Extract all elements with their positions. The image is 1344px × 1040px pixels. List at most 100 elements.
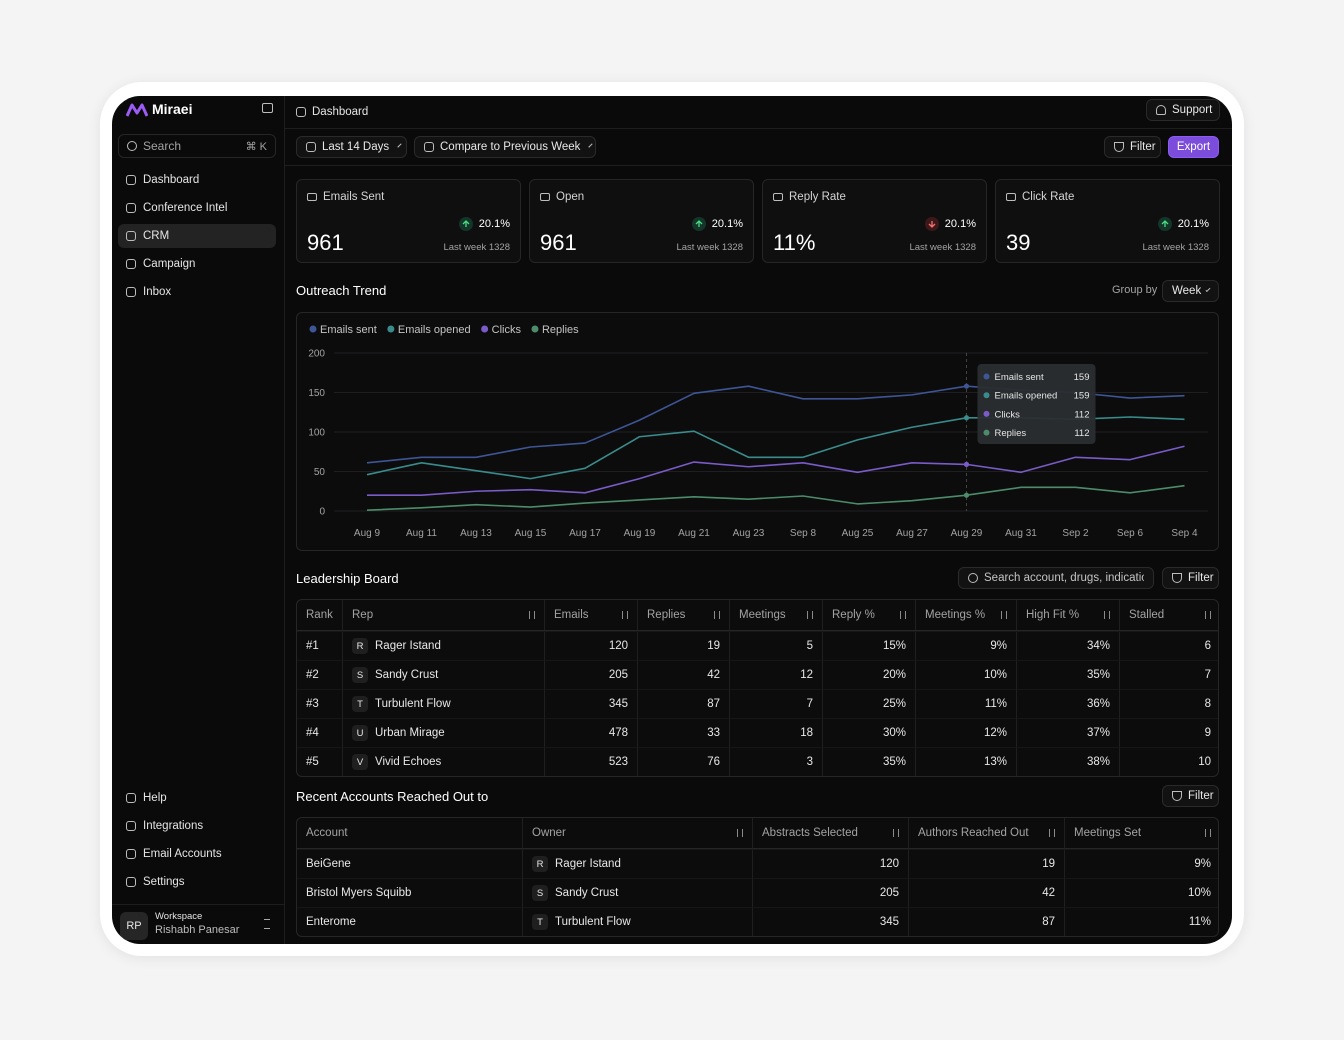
- date-range-button[interactable]: Last 14 Days: [296, 136, 407, 158]
- cell-text: 120: [880, 858, 899, 870]
- workspace-switcher[interactable]: RPWorkspaceRishabh Panesar: [118, 910, 276, 940]
- chevron: [264, 919, 270, 929]
- nav-item[interactable]: Help: [118, 786, 276, 810]
- table-cell: 7: [1119, 660, 1219, 689]
- nav-label: Conference Intel: [143, 202, 227, 214]
- table-cell: VVivid Echoes: [342, 747, 544, 776]
- filter-button[interactable]: Filter: [1104, 136, 1161, 158]
- column-header[interactable]: High Fit %: [1016, 600, 1119, 631]
- sort-icon: [1205, 611, 1211, 619]
- table-row[interactable]: #1RRager Istand12019515%9%34%6: [297, 631, 1219, 660]
- stat-label: Click Rate: [1022, 191, 1074, 203]
- column-header[interactable]: Meetings %: [915, 600, 1016, 631]
- table-cell: 42: [637, 660, 729, 689]
- column-header[interactable]: Stalled: [1119, 600, 1219, 631]
- table-row[interactable]: EnteromeTTurbulent Flow3458711%: [297, 907, 1219, 936]
- table-row[interactable]: #3TTurbulent Flow34587725%11%36%8: [297, 689, 1219, 718]
- icon: [126, 231, 136, 241]
- cell-text: #5: [306, 756, 319, 768]
- x-tick-label: Aug 25: [842, 528, 874, 539]
- column-header[interactable]: Reply %: [822, 600, 915, 631]
- cell-text: 11%: [985, 698, 1007, 710]
- search-box[interactable]: Search⌘ K: [118, 134, 276, 158]
- table-cell: 13%: [915, 747, 1016, 776]
- stat-label: Open: [556, 191, 584, 203]
- column-header[interactable]: Owner: [522, 818, 752, 849]
- arrow-path: [696, 221, 702, 227]
- header-label: Abstracts Selected: [762, 827, 858, 839]
- table-cell: 11%: [1064, 907, 1219, 936]
- column-header[interactable]: Replies: [637, 600, 729, 631]
- cell-text: 19: [707, 640, 720, 652]
- table: AccountOwnerAbstracts SelectedAuthors Re…: [296, 817, 1219, 937]
- table-row[interactable]: Bristol Myers SquibbSSandy Crust2054210%: [297, 878, 1219, 907]
- table-cell: 15%: [822, 631, 915, 660]
- table-cell: RRager Istand: [522, 849, 752, 878]
- column-header[interactable]: Abstracts Selected: [752, 818, 908, 849]
- cell-text: 10%: [1188, 887, 1211, 899]
- table-cell: TTurbulent Flow: [342, 689, 544, 718]
- tooltip-value: 159: [1074, 372, 1090, 383]
- chart-panel: 050100150200Aug 9Aug 11Aug 13Aug 15Aug 1…: [296, 312, 1219, 551]
- icon: [968, 573, 978, 583]
- nav-item[interactable]: Conference Intel: [118, 196, 276, 220]
- table-row[interactable]: BeiGeneRRager Istand120199%: [297, 849, 1219, 878]
- column-header[interactable]: Meetings Set: [1064, 818, 1219, 849]
- table-search[interactable]: Search account, drugs, indication...: [958, 567, 1154, 589]
- stat-change-value: 20.1%: [945, 218, 976, 230]
- nav-item[interactable]: Inbox: [118, 280, 276, 304]
- chevron: [398, 143, 402, 147]
- cell-text: 15%: [883, 640, 906, 652]
- arrow-glyph: [462, 220, 470, 228]
- stat-label: Emails Sent: [323, 191, 384, 203]
- cell-text: 3: [807, 756, 813, 768]
- filter-button[interactable]: Filter: [1162, 567, 1219, 589]
- nav-item[interactable]: Email Accounts: [118, 842, 276, 866]
- table-cell: 87: [908, 907, 1064, 936]
- column-header[interactable]: Rep: [342, 600, 544, 631]
- table-cell: 18: [729, 718, 822, 747]
- table-cell: Enterome: [297, 907, 522, 936]
- filter-label: Filter: [1188, 790, 1214, 802]
- hover-point: [964, 462, 969, 467]
- nav-item[interactable]: Settings: [118, 870, 276, 894]
- support-button[interactable]: Support: [1146, 99, 1220, 121]
- table-cell: #5: [297, 747, 342, 776]
- stat-change-value: 20.1%: [479, 218, 510, 230]
- person-name: Turbulent Flow: [555, 916, 631, 928]
- column-header[interactable]: Authors Reached Out: [908, 818, 1064, 849]
- filter-button[interactable]: Filter: [1162, 785, 1219, 807]
- cell-text: 10%: [984, 669, 1007, 681]
- stat-card: Emails Sent20.1%961Last week 1328: [296, 179, 521, 263]
- export-button[interactable]: Export: [1168, 136, 1219, 158]
- nav-item[interactable]: Campaign: [118, 252, 276, 276]
- cell-text: 25%: [883, 698, 906, 710]
- icon: [126, 849, 136, 859]
- table: RankRepEmailsRepliesMeetingsReply %Meeti…: [296, 599, 1219, 777]
- icon: [424, 142, 434, 152]
- nav-item[interactable]: Dashboard: [118, 168, 276, 192]
- toolbar-divider: [284, 165, 1232, 166]
- table-row[interactable]: #4UUrban Mirage478331830%12%37%9: [297, 718, 1219, 747]
- column-header[interactable]: Emails: [544, 600, 637, 631]
- sort-icon: [893, 829, 899, 837]
- cell-text: 7: [807, 698, 813, 710]
- initial-badge: R: [532, 856, 548, 872]
- cell-text: 76: [707, 756, 720, 768]
- search-shortcut: ⌘ K: [246, 140, 267, 153]
- nav-item[interactable]: Integrations: [118, 814, 276, 838]
- compare-button[interactable]: Compare to Previous Week: [414, 136, 596, 158]
- column-header[interactable]: Meetings: [729, 600, 822, 631]
- cell-text: 345: [609, 698, 628, 710]
- sort-icon: [900, 611, 906, 619]
- tooltip-swatch: [984, 392, 990, 398]
- table-row[interactable]: #5VVivid Echoes52376335%13%38%10: [297, 747, 1219, 776]
- table-cell: #2: [297, 660, 342, 689]
- group-by-select[interactable]: Week: [1162, 280, 1219, 302]
- stat-value: 961: [540, 230, 577, 256]
- nav-item[interactable]: CRM: [118, 224, 276, 248]
- icon: [127, 141, 137, 151]
- person-name: Sandy Crust: [375, 669, 438, 681]
- table-row[interactable]: #2SSandy Crust205421220%10%35%7: [297, 660, 1219, 689]
- header-row: RankRepEmailsRepliesMeetingsReply %Meeti…: [297, 600, 1219, 631]
